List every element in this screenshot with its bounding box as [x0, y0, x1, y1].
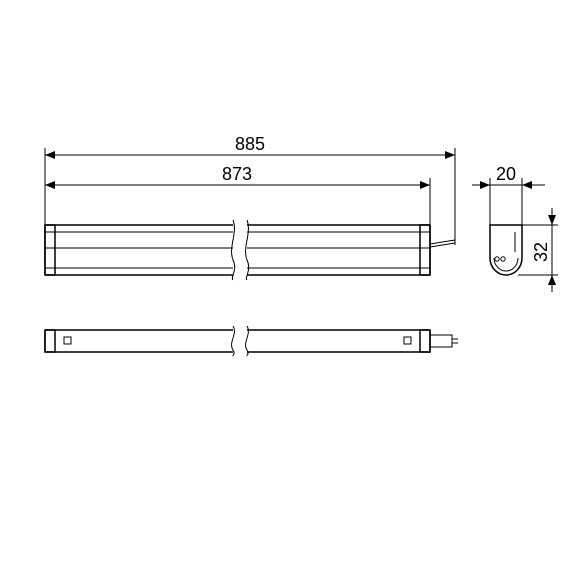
technical-drawing: 885 873 [0, 0, 570, 570]
side-view [490, 225, 522, 275]
dimension-width: 20 [472, 164, 545, 225]
dim-label-height: 32 [531, 242, 551, 262]
dimension-body-length: 873 [45, 164, 430, 225]
dim-label-body-length: 873 [222, 164, 252, 184]
front-view [45, 220, 455, 280]
dim-label-width: 20 [496, 164, 516, 184]
top-view [45, 326, 458, 356]
dimension-height: 32 [518, 208, 558, 292]
dimension-overall-length: 885 [45, 134, 455, 245]
dim-label-overall-length: 885 [235, 134, 265, 154]
